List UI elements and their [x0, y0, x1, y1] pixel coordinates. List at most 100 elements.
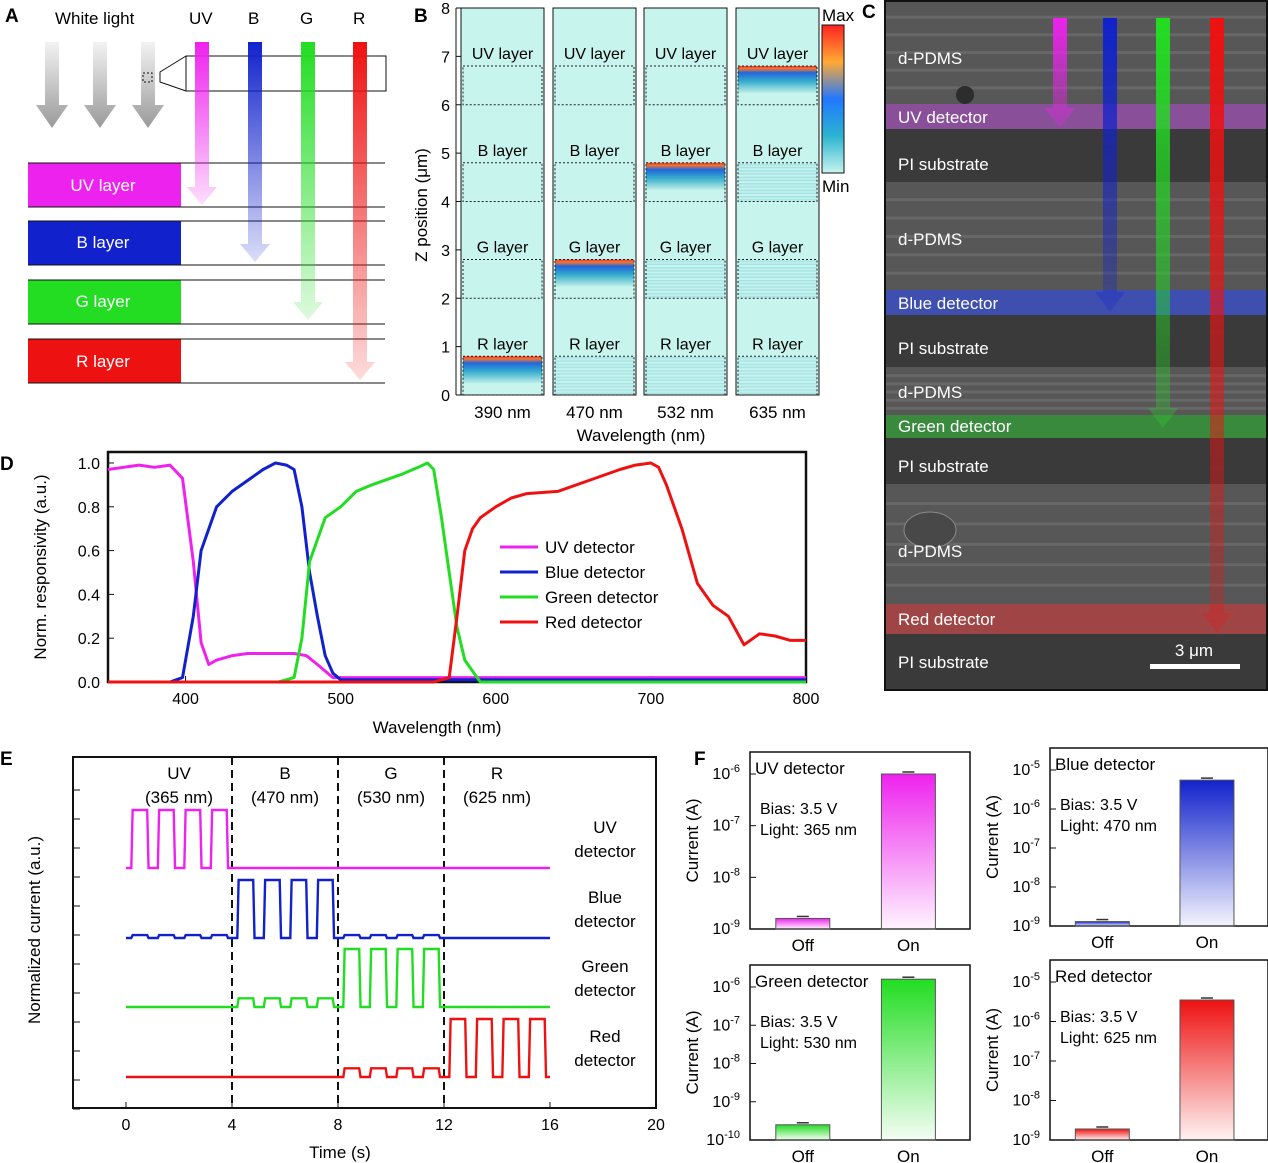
interference-band [555, 383, 634, 388]
panel-f-ytick-label: 10-7 [712, 1014, 740, 1034]
layer-label: G layer [477, 240, 529, 257]
colorbar-max: Max [822, 6, 855, 25]
interference-band [738, 363, 817, 369]
sem-label: Red detector [898, 610, 996, 629]
waveguide [185, 55, 387, 92]
coupler-box [142, 72, 153, 83]
panel-e-ylabel: Normalized current (a.u.) [25, 836, 44, 1024]
bias-label: Bias: 3.5 V [1060, 1009, 1138, 1026]
tick-base: 10 [706, 1132, 724, 1149]
tick-exponent: -7 [730, 1014, 740, 1026]
interference-band [738, 273, 817, 278]
tick-base: 10 [1012, 879, 1030, 896]
detector-band [885, 104, 1268, 129]
panel-b-ytick-label: 2 [441, 291, 450, 308]
panel-c-sem-image: d-PDMS UV detector PI substrate d-PDMS Blue … [884, 0, 1268, 691]
panel-f-ylabel: Current (A) [983, 1008, 1002, 1092]
legend-label: Red detector [545, 613, 643, 632]
waveguide-taper [159, 55, 187, 92]
panel-b-ytick-label: 1 [441, 340, 450, 357]
panel-d-responsivity-chart: 400 500 600 700 800 0.0 0.2 0.4 0.6 0.8 1.0 UV dete… [31, 450, 819, 737]
layer-outline [737, 162, 818, 203]
sem-beam-arrow [1148, 18, 1178, 428]
interference-band [646, 370, 725, 375]
panel-e-frame [72, 756, 657, 1109]
field-hotspot [738, 66, 817, 94]
interference-band [646, 267, 725, 272]
layer-label: G layer [660, 240, 712, 257]
layer-block [28, 221, 181, 265]
category-label: Off [1091, 1147, 1114, 1163]
tick-base: 10 [1012, 840, 1030, 857]
panel-a-schematic: White light UV B G R UV layer B layer G … [28, 9, 387, 384]
panel-b-xlabel: Wavelength (nm) [577, 426, 706, 445]
panel-f-ytick-label: 10-8 [1012, 876, 1040, 896]
panel-f-ytick-label: 10-6 [1012, 1011, 1040, 1031]
panel-d-ytick-label: 0.4 [78, 587, 100, 604]
layer-outline [645, 162, 726, 203]
layer-outline [462, 65, 543, 106]
layer-outline [554, 65, 635, 106]
tick-base: 10 [712, 1017, 730, 1034]
interference-band [738, 163, 817, 169]
tick-base: 10 [1012, 1014, 1030, 1031]
layer-outline [737, 65, 818, 106]
tick-exponent: -6 [730, 763, 740, 775]
tick-base: 10 [1012, 762, 1030, 779]
panel-f-ylabel: Current (A) [983, 795, 1002, 879]
tick-base: 10 [1012, 918, 1030, 935]
tick-exponent: -6 [1030, 1011, 1040, 1023]
interference-band [738, 370, 817, 375]
layer-label: G layer [569, 240, 621, 257]
white-light-label: White light [55, 9, 135, 28]
sem-streak [885, 382, 1268, 386]
tick-exponent: -6 [1030, 798, 1040, 810]
layer-outline [554, 259, 635, 299]
series-line-red-detector [108, 461, 806, 684]
layer-label: B layer [753, 143, 803, 160]
trace-label: Blue [588, 888, 622, 907]
sem-label: PI substrate [898, 339, 989, 358]
sem-beam-arrow [1045, 18, 1075, 128]
interference-band [646, 357, 725, 362]
panel-f-frame [1049, 959, 1268, 1141]
panel-f-ytick-label: 10-6 [712, 763, 740, 783]
wavelength-label: 470 nm [566, 403, 623, 422]
beam-label-g: G [300, 9, 313, 28]
tick-base: 10 [712, 869, 730, 886]
beam-label-uv: UV [189, 9, 213, 28]
tick-exponent: -7 [1030, 837, 1040, 849]
category-label: Off [792, 1147, 815, 1163]
field-hotspot [463, 356, 542, 384]
tick-exponent: -8 [730, 866, 740, 878]
sem-label: d-PDMS [898, 383, 962, 402]
interference-band [646, 273, 725, 278]
tick-exponent: -8 [1030, 876, 1040, 888]
trace-red [126, 1017, 550, 1079]
tick-base: 10 [1012, 1053, 1030, 1070]
sem-streak [885, 583, 1268, 587]
layer-outline [554, 355, 635, 396]
layer-label: G layer [752, 240, 804, 257]
layer-block [28, 339, 181, 383]
panel-f-ytick-label: 10-10 [706, 1129, 740, 1149]
segment-wavelength: (530 nm) [357, 788, 425, 807]
interference-band [555, 370, 634, 375]
sem-label: PI substrate [898, 653, 989, 672]
trace-label-suffix: detector [574, 981, 636, 1000]
sem-label: d-PDMS [898, 49, 962, 68]
field-hotspot [646, 162, 725, 190]
sem-streak [885, 253, 1268, 257]
panel-b-ytick-label: 0 [441, 388, 450, 405]
wavelength-label: 532 nm [657, 403, 714, 422]
interference-band [738, 176, 817, 182]
beam-arrow [187, 42, 217, 205]
category-label: On [1196, 1147, 1219, 1163]
layer-label: R layer [660, 336, 711, 353]
white-light-arrow [132, 42, 164, 128]
sem-streak [885, 68, 1268, 72]
interference-band [738, 376, 817, 382]
panel-e-xtick-label: 12 [435, 1117, 453, 1134]
trace-label-suffix: detector [574, 1051, 636, 1070]
